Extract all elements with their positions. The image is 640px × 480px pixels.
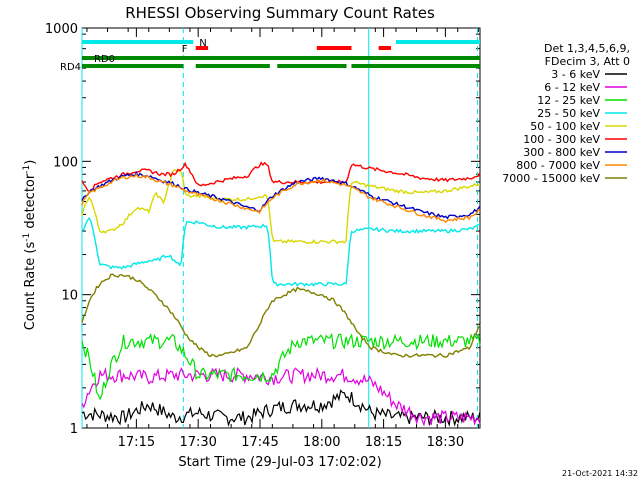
series-line-6-12-keV bbox=[81, 366, 481, 427]
svg-text:Count Rate (s-1 detector-1): Count Rate (s-1 detector-1) bbox=[22, 160, 38, 331]
legend-label: 7000 - 15000 keV bbox=[502, 172, 600, 185]
timestamp-footer: 21-Oct-2021 14:32 bbox=[562, 469, 638, 478]
legend-label: 800 - 7000 keV bbox=[516, 159, 600, 172]
y-axis-label-sup2: -1 bbox=[22, 165, 32, 174]
x-tick-label: 18:15 bbox=[365, 435, 402, 450]
x-tick-label: 18:00 bbox=[303, 435, 340, 450]
plot-frame bbox=[81, 27, 481, 429]
legend-label: 6 - 12 keV bbox=[544, 81, 600, 94]
series-line-800-7000-keV bbox=[81, 172, 481, 224]
y-tick-label: 10 bbox=[61, 289, 78, 304]
x-tick-label: 17:45 bbox=[241, 435, 278, 450]
x-tick-label: 17:15 bbox=[118, 435, 155, 450]
legend-header: Det 1,3,4,5,6,9, bbox=[544, 42, 630, 55]
legend-label: 50 - 100 keV bbox=[530, 120, 600, 133]
series-line-7000-15000-keV bbox=[81, 273, 481, 358]
series-line-12-25-keV bbox=[81, 332, 481, 401]
plot-area: 1 10 100 1000 17:15 17:30 17:45 18:00 18:15 18:30… bbox=[45, 22, 481, 450]
series-line-50-100-keV bbox=[81, 168, 480, 245]
legend-label: 3 - 6 keV bbox=[551, 68, 600, 81]
x-axis-label: Start Time (29-Jul-03 17:02:02) bbox=[178, 455, 381, 470]
series-line-25-50-keV bbox=[81, 216, 481, 287]
flag-label-N: N bbox=[199, 38, 206, 49]
y-axis-label-main: Count Rate (s bbox=[23, 242, 38, 331]
legend-label: 25 - 50 keV bbox=[537, 107, 600, 120]
y-tick-label: 1000 bbox=[45, 22, 78, 37]
y-tick-label: 100 bbox=[53, 155, 78, 170]
series-line-3-6-keV bbox=[81, 389, 481, 428]
x-tick-label: 18:30 bbox=[427, 435, 464, 450]
y-axis-label-end: ) bbox=[23, 160, 38, 165]
legend-label: 100 - 300 keV bbox=[523, 133, 600, 146]
y-axis-label-mid: detector bbox=[23, 173, 38, 233]
series-line-100-300-keV bbox=[81, 161, 481, 193]
y-axis-label-sup1: -1 bbox=[22, 233, 32, 242]
x-tick-label: 17:30 bbox=[179, 435, 216, 450]
legend-label: 12 - 25 keV bbox=[537, 94, 600, 107]
legend-label: 300 - 800 keV bbox=[523, 146, 600, 159]
legend: Det 1,3,4,5,6,9,FDecim 3, Att 03 - 6 keV… bbox=[502, 42, 630, 185]
y-tick-label: 1 bbox=[70, 422, 78, 437]
chart-title: RHESSI Observing Summary Count Rates bbox=[125, 4, 435, 22]
flag-label-RD0: RD0 bbox=[94, 54, 115, 65]
y-axis-label: Count Rate (s-1 detector-1) bbox=[22, 160, 38, 331]
flag-label-F: F bbox=[182, 44, 188, 55]
flag-label-RD4: RD4 bbox=[60, 62, 81, 73]
legend-header: FDecim 3, Att 0 bbox=[545, 55, 630, 68]
